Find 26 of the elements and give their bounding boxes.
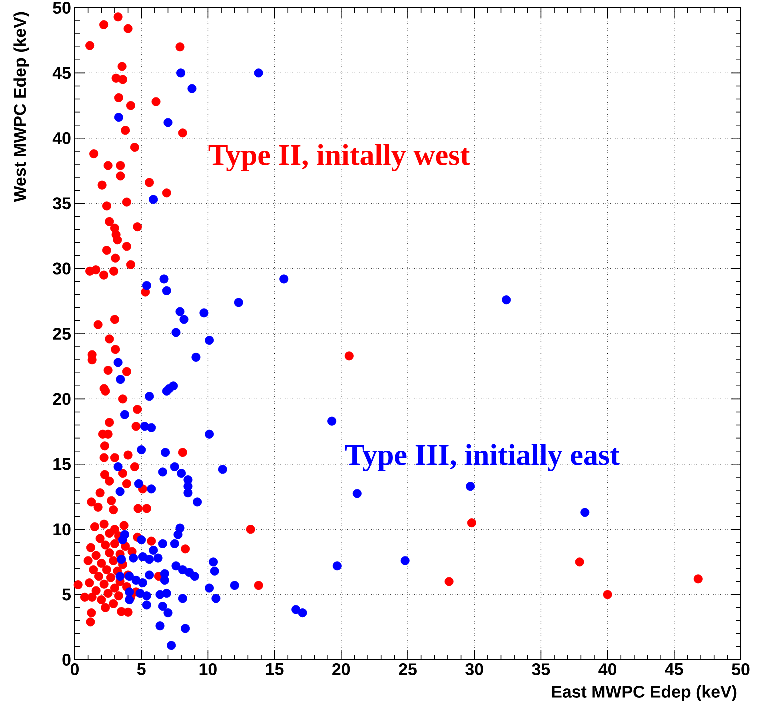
- y-axis-title: West MWPC Edep (keV): [14, 12, 30, 202]
- x-tick-label: 35: [532, 664, 550, 676]
- x-tick-label: 0: [70, 664, 80, 676]
- y-tick-label: 35: [53, 198, 72, 210]
- y-tick-label: 45: [52, 67, 72, 80]
- y-tick-label: 0: [62, 654, 71, 666]
- x-axis-title: East MWPC Edep (keV): [552, 686, 737, 702]
- x-tick-label: 40: [598, 664, 617, 676]
- y-tick-label: 50: [53, 2, 71, 14]
- y-tick-label: 5: [62, 588, 72, 601]
- y-tick-label: 25: [53, 328, 72, 340]
- y-tick-label: 10: [54, 524, 71, 536]
- x-tick-label: 30: [466, 664, 484, 676]
- x-tick-label: 50: [732, 664, 750, 676]
- x-tick-label: 15: [266, 664, 284, 676]
- series-label: Type II, initally west: [208, 144, 470, 172]
- y-tick-label: 15: [54, 458, 72, 470]
- x-tick-label: 20: [332, 664, 350, 676]
- y-tick-label: 40: [52, 132, 71, 144]
- y-tick-label: 20: [53, 393, 71, 406]
- x-tick-label: 45: [665, 664, 684, 676]
- series-label: Type III, initially east: [345, 444, 620, 472]
- y-tick-label: 30: [53, 262, 71, 275]
- x-tick-label: 10: [200, 664, 217, 676]
- x-tick-label: 5: [137, 664, 146, 676]
- x-tick-label: 25: [399, 664, 417, 676]
